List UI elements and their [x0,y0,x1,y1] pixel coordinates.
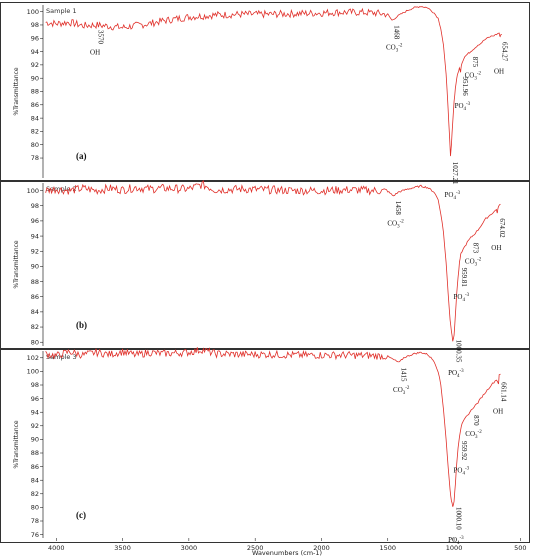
y-tick-label: 100 [27,8,39,16]
sample-label: Sample 1 [46,7,77,15]
peak-assignment-label: OH [494,68,504,76]
x-tick-label: 500 [514,544,526,552]
panel-frame [0,181,530,349]
y-tick-label: 94 [31,408,39,416]
peak-wavenumber-label: 875 [471,57,479,68]
x-tick-label: 2500 [247,544,264,552]
peak-assignment-label: OH [491,244,501,252]
x-tick-label: 1000 [446,544,463,552]
y-tick-label: 96 [31,217,39,225]
y-tick-label: 88 [31,88,39,96]
peak-assignment-label: CO3-2 [386,44,403,54]
y-tick-label: 92 [31,247,39,255]
panel-label: (a) [76,151,87,161]
panel-frame [0,2,530,181]
peak-wavenumber-label: 3570 [97,30,105,45]
y-tick-label: 80 [31,338,39,346]
peak-assignment-label: CO3-2 [465,257,482,267]
panel-frame [0,349,530,543]
y-tick-label: 82 [31,490,39,498]
peak-wavenumber-label: 873 [471,243,479,254]
peak-assignment-label: CO3-2 [465,430,482,440]
y-tick-label: 76 [31,531,39,539]
panel-label: (b) [76,320,87,330]
y-tick-label: 78 [31,517,39,525]
peak-wavenumber-label: 959.81 [460,268,468,288]
peak-assignment-label: PO4-3 [448,536,464,546]
peak-wavenumber-label: 1000.35 [455,340,463,363]
y-tick-label: 86 [31,463,39,471]
x-tick-label: 2000 [313,544,330,552]
panel-label: (c) [76,510,86,520]
y-tick-label: 80 [31,141,39,149]
x-axis-label: Wavenumbers (cm-1) [252,549,322,557]
y-tick-label: 84 [31,476,39,484]
peak-wavenumber-label: 1415 [400,368,408,383]
y-tick-label: 100 [27,368,39,376]
y-tick-label: 100 [27,187,39,195]
y-tick-label: 102 [27,354,39,362]
peak-assignment-label: CO3-2 [393,386,410,396]
y-tick-label: 84 [31,308,39,316]
peak-assignment-label: CO3-2 [465,71,482,81]
y-tick-label: 80 [31,504,39,512]
spectrum-line [45,180,501,342]
x-tick-label: 3000 [181,544,198,552]
y-tick-label: 92 [31,61,39,69]
peak-assignment-label: OH [493,408,503,416]
peak-wavenumber-label: 674.02 [498,218,506,238]
peak-assignment-label: PO4-3 [455,102,471,112]
y-axis-label: %Transmittance [13,67,20,116]
spectrum-panel-2: 80828486889092949698100%TransmittanceSam… [0,180,530,379]
peak-wavenumber-label: 1000.10 [455,507,463,530]
y-tick-label: 86 [31,293,39,301]
peak-assignment-label: CO3-2 [387,219,404,229]
y-axis-label: %Transmittance [13,240,20,289]
x-tick-label: 1500 [379,544,396,552]
peak-wavenumber-label: 951.96 [461,77,469,97]
x-tick-label: 3500 [114,544,131,552]
peak-assignment-label: OH [90,48,100,56]
peak-assignment-label: PO4-3 [444,191,460,201]
peak-wavenumber-label: 1468 [393,25,401,40]
peak-wavenumber-label: 1027.21 [451,162,459,185]
peak-assignment-label: PO4-3 [454,293,470,303]
y-tick-label: 82 [31,128,39,136]
peak-wavenumber-label: 870 [472,415,480,426]
y-tick-label: 84 [31,114,39,122]
y-tick-label: 86 [31,101,39,109]
y-tick-label: 82 [31,323,39,331]
spectrum-panel-1: 78 80 82 84 86 88 90 92 94 96 98 100 %Transmittance S… [0,2,530,201]
peak-wavenumber-label: 959.92 [460,441,468,461]
spectrum-line [45,6,503,157]
y-tick-label: 78 [31,154,39,162]
y-tick-label: 88 [31,449,39,457]
y-tick-label: 98 [31,202,39,210]
y-tick-label: 98 [31,21,39,29]
peak-assignment-label: PO4-3 [454,467,470,477]
y-tick-label: 94 [31,48,39,56]
y-tick-label: 98 [31,381,39,389]
y-tick-label: 90 [31,74,39,82]
y-tick-label: 90 [31,436,39,444]
peak-wavenumber-label: 661.14 [500,382,508,402]
peak-assignment-label: PO4-3 [448,369,464,379]
y-tick-label: 96 [31,395,39,403]
peak-wavenumber-label: 1458 [394,201,402,216]
peak-wavenumber-label: 654.27 [500,42,508,62]
y-axis-label: %Transmittance [13,420,20,469]
x-tick-label: 4000 [48,544,65,552]
y-tick-label: 92 [31,422,39,430]
spectrum-line [45,347,501,507]
y-tick-label: 94 [31,232,39,240]
y-tick-label: 96 [31,34,39,42]
spectrum-panel-3: 76 78 80 82 84 86 88 90 92 94 96 98 100 102 %Transmitt… [0,347,530,557]
y-tick-label: 88 [31,278,39,286]
y-tick-label: 90 [31,263,39,271]
